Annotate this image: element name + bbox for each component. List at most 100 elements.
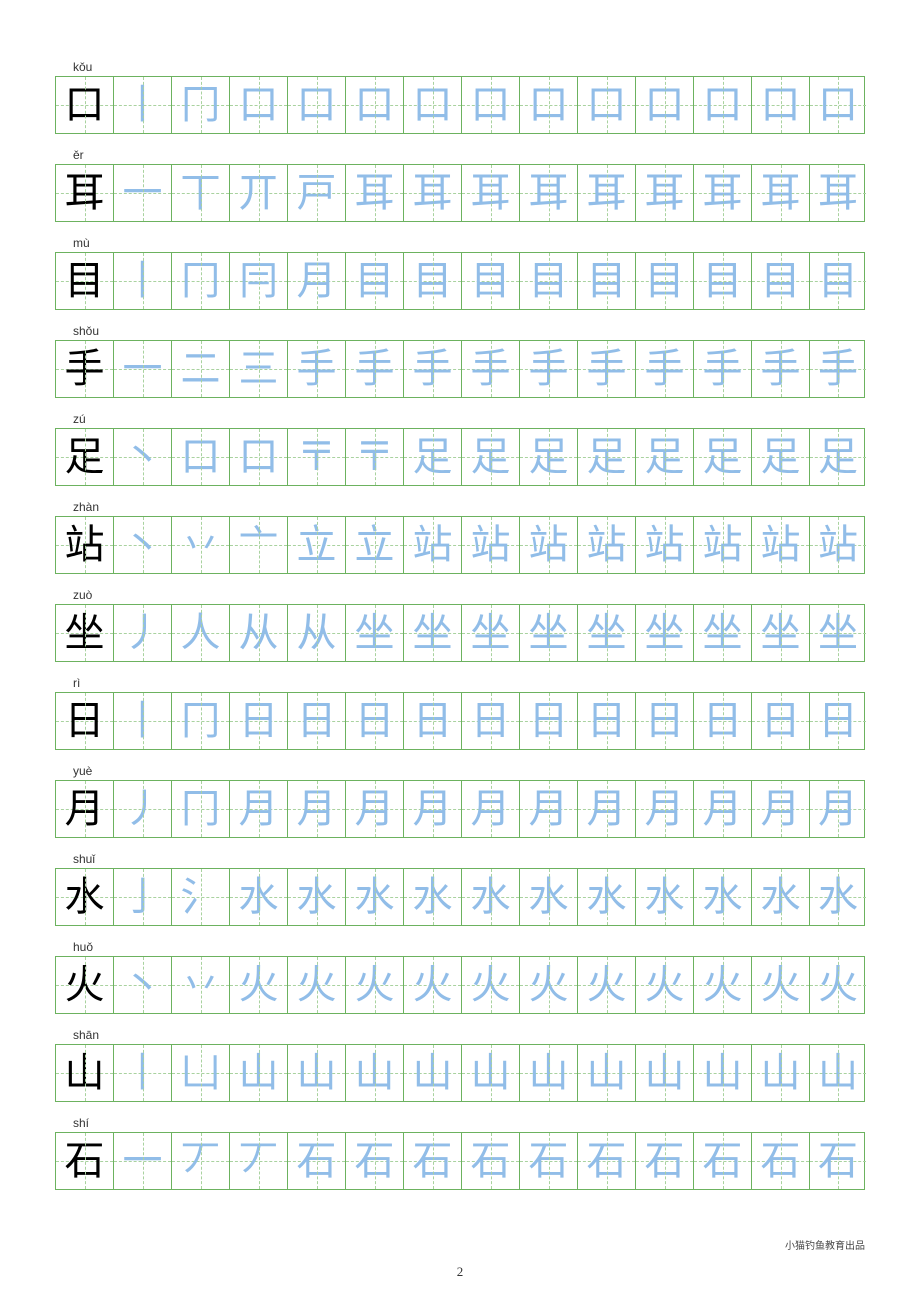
trace-character: 水 xyxy=(462,869,519,925)
character-row: shuǐ水亅氵水水水水水水水水水水水 xyxy=(55,852,865,926)
trace-character: 目 xyxy=(578,253,635,309)
trace-character: 凵 xyxy=(172,1045,229,1101)
grid-cell: 石 xyxy=(56,1133,114,1189)
trace-character: 日 xyxy=(462,693,519,749)
trace-character: 月 xyxy=(520,781,577,837)
grid-cell: 口 xyxy=(346,77,404,133)
grid-row: 火丶丷火火火火火火火火火火火 xyxy=(55,956,865,1014)
grid-cell: 口 xyxy=(462,77,520,133)
trace-character: 石 xyxy=(752,1133,809,1189)
grid-cell: 月 xyxy=(230,781,288,837)
grid-cell: 坐 xyxy=(520,605,578,661)
main-character: 火 xyxy=(56,957,113,1013)
pinyin-label: shǒu xyxy=(73,324,865,338)
grid-cell: 站 xyxy=(810,517,866,573)
trace-character: 足 xyxy=(694,429,751,485)
grid-cell: 山 xyxy=(404,1045,462,1101)
pinyin-label: rì xyxy=(73,676,865,690)
grid-cell: 站 xyxy=(578,517,636,573)
trace-character: 耳 xyxy=(462,165,519,221)
trace-character: 丷 xyxy=(172,517,229,573)
trace-character: 口 xyxy=(810,77,866,133)
trace-character: 丶 xyxy=(114,517,171,573)
grid-cell: 日 xyxy=(56,693,114,749)
grid-cell: 站 xyxy=(404,517,462,573)
grid-cell: 耳 xyxy=(752,165,810,221)
grid-cell: 坐 xyxy=(636,605,694,661)
grid-cell: 水 xyxy=(810,869,866,925)
grid-cell: 口 xyxy=(578,77,636,133)
grid-row: 日丨冂日日日日日日日日日日日 xyxy=(55,692,865,750)
trace-character: 目 xyxy=(404,253,461,309)
grid-row: 目丨冂冃月目目目目目目目目目 xyxy=(55,252,865,310)
grid-cell: 从 xyxy=(288,605,346,661)
grid-cell: 一 xyxy=(114,341,172,397)
trace-character: 目 xyxy=(462,253,519,309)
trace-character: 足 xyxy=(636,429,693,485)
grid-cell: 足 xyxy=(578,429,636,485)
trace-character: 月 xyxy=(288,253,345,309)
trace-character: 火 xyxy=(578,957,635,1013)
trace-character: 耳 xyxy=(810,165,866,221)
grid-cell: 石 xyxy=(288,1133,346,1189)
grid-cell: 耳 xyxy=(810,165,866,221)
trace-character: 丌 xyxy=(230,165,287,221)
trace-character: 石 xyxy=(810,1133,866,1189)
main-character: 目 xyxy=(56,253,113,309)
grid-cell: 丶 xyxy=(114,429,172,485)
grid-cell: 目 xyxy=(752,253,810,309)
trace-character: 〒 xyxy=(288,429,345,485)
trace-character: 坐 xyxy=(346,605,403,661)
trace-character: 从 xyxy=(288,605,345,661)
grid-cell: 口 xyxy=(404,77,462,133)
trace-character: 火 xyxy=(230,957,287,1013)
trace-character: 口 xyxy=(520,77,577,133)
trace-character: 耳 xyxy=(520,165,577,221)
pinyin-label: kǒu xyxy=(73,60,865,74)
grid-cell: 氵 xyxy=(172,869,230,925)
grid-cell: 耳 xyxy=(404,165,462,221)
grid-cell: 日 xyxy=(752,693,810,749)
trace-character: 耳 xyxy=(578,165,635,221)
trace-character: 坐 xyxy=(404,605,461,661)
grid-cell: 山 xyxy=(636,1045,694,1101)
grid-cell: 日 xyxy=(578,693,636,749)
trace-character: 丨 xyxy=(114,693,171,749)
grid-cell: 火 xyxy=(404,957,462,1013)
grid-cell: 站 xyxy=(462,517,520,573)
grid-cell: 冂 xyxy=(172,693,230,749)
grid-cell: 口 xyxy=(172,429,230,485)
grid-cell: 一 xyxy=(114,1133,172,1189)
trace-character: 足 xyxy=(462,429,519,485)
footer-credit: 小猫钓鱼教育出品 xyxy=(785,1237,865,1252)
main-character: 石 xyxy=(56,1133,113,1189)
grid-cell: 冂 xyxy=(172,77,230,133)
grid-cell: 立 xyxy=(288,517,346,573)
trace-character: 月 xyxy=(752,781,809,837)
trace-character: 站 xyxy=(810,517,866,573)
trace-character: 二 xyxy=(172,341,229,397)
grid-cell: 手 xyxy=(288,341,346,397)
main-character: 足 xyxy=(56,429,113,485)
grid-cell: 足 xyxy=(810,429,866,485)
grid-cell: 二 xyxy=(172,341,230,397)
grid-row: 站丶丷亠立立站站站站站站站站 xyxy=(55,516,865,574)
grid-cell: 坐 xyxy=(462,605,520,661)
grid-cell: 日 xyxy=(346,693,404,749)
trace-character: 火 xyxy=(636,957,693,1013)
grid-cell: 山 xyxy=(752,1045,810,1101)
trace-character: 水 xyxy=(404,869,461,925)
trace-character: 日 xyxy=(230,693,287,749)
grid-row: 石一丆丆石石石石石石石石石石 xyxy=(55,1132,865,1190)
trace-character: 月 xyxy=(404,781,461,837)
grid-cell: 丅 xyxy=(172,165,230,221)
grid-cell: 石 xyxy=(578,1133,636,1189)
grid-cell: 水 xyxy=(346,869,404,925)
trace-character: 日 xyxy=(288,693,345,749)
grid-cell: 丿 xyxy=(114,605,172,661)
trace-character: 火 xyxy=(346,957,403,1013)
grid-cell: 山 xyxy=(288,1045,346,1101)
grid-cell: 手 xyxy=(462,341,520,397)
grid-row: 月丿冂月月月月月月月月月月月 xyxy=(55,780,865,838)
trace-character: 冃 xyxy=(230,253,287,309)
